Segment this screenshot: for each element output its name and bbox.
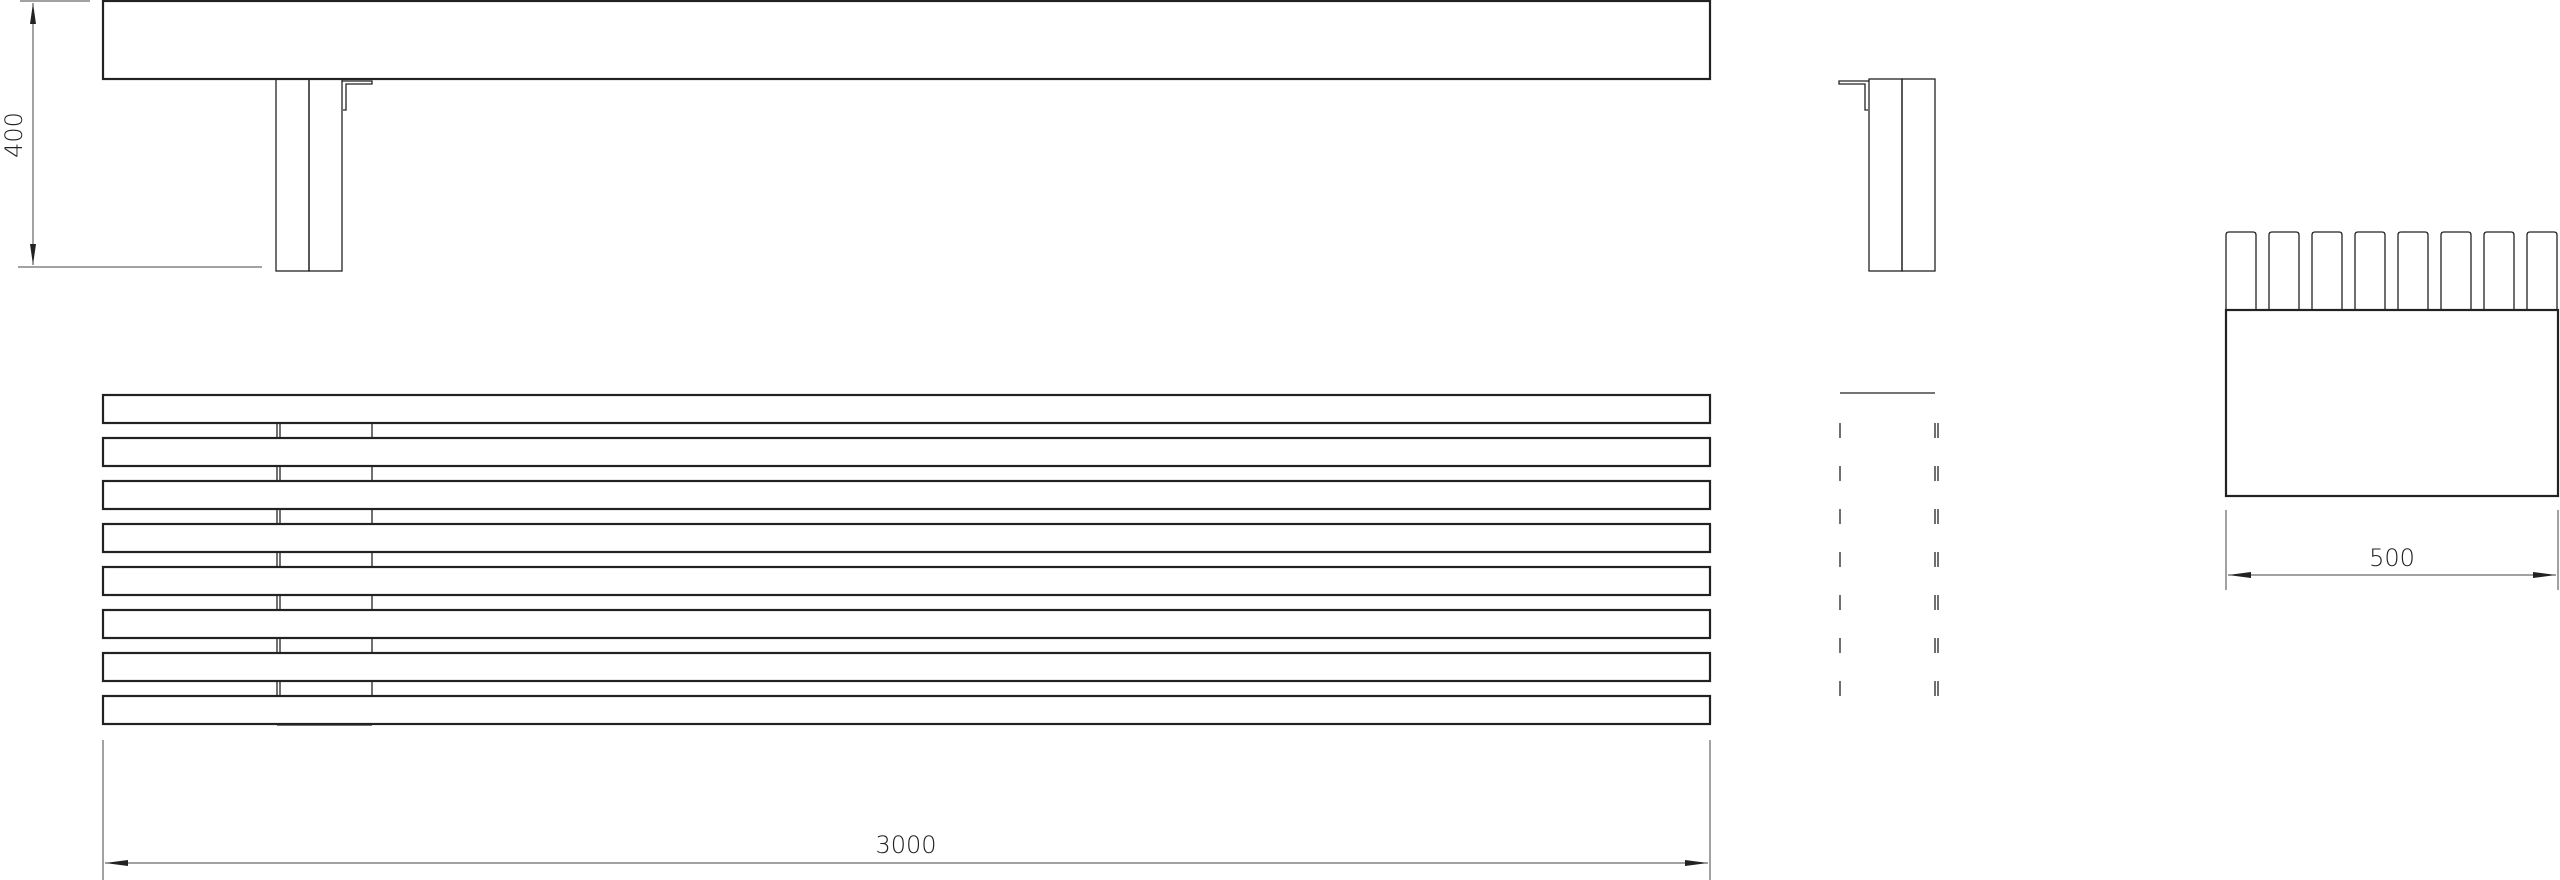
arrow-right-icon [1685, 860, 1708, 866]
slat [101, 651, 1712, 683]
slat-profile [2397, 231, 2429, 310]
leg-left-b [308, 78, 343, 272]
bench-top-elevation [101, 0, 1712, 81]
leg-right-b [1901, 78, 1936, 272]
depth-dimension: 500 [2225, 510, 2559, 590]
arrow-left-icon [2228, 572, 2251, 578]
slat [101, 694, 1712, 726]
side-frame [2224, 308, 2560, 498]
slat [101, 436, 1712, 468]
leg-right-a [1868, 78, 1903, 272]
slat [101, 522, 1712, 554]
height-label: 400 [0, 112, 28, 158]
slat-profile [2483, 231, 2515, 310]
arrow-up-icon [30, 3, 36, 24]
height-dimension: 400 [0, 0, 262, 268]
length-dimension: 3000 [102, 740, 1711, 880]
slat [101, 393, 1712, 425]
slat [101, 479, 1712, 511]
slat-profile [2440, 231, 2472, 310]
arrow-right-icon [2533, 572, 2556, 578]
slat [101, 608, 1712, 640]
bracket-left [342, 80, 373, 111]
slat [101, 565, 1712, 597]
slat-profile [2311, 231, 2343, 310]
front-elevation [101, 0, 1936, 272]
slat-profile [2526, 231, 2558, 310]
slat-profile [2225, 231, 2257, 310]
slat-profile [2268, 231, 2300, 310]
arrow-left-icon [105, 860, 128, 866]
bracket-right [1838, 80, 1869, 111]
leg-left-a [275, 78, 310, 272]
plan-view [101, 392, 1939, 726]
slat-profile [2354, 231, 2386, 310]
length-label: 3000 [875, 831, 936, 859]
arrow-down-icon [30, 244, 36, 265]
depth-label: 500 [2369, 544, 2415, 572]
side-elevation [2224, 231, 2560, 498]
